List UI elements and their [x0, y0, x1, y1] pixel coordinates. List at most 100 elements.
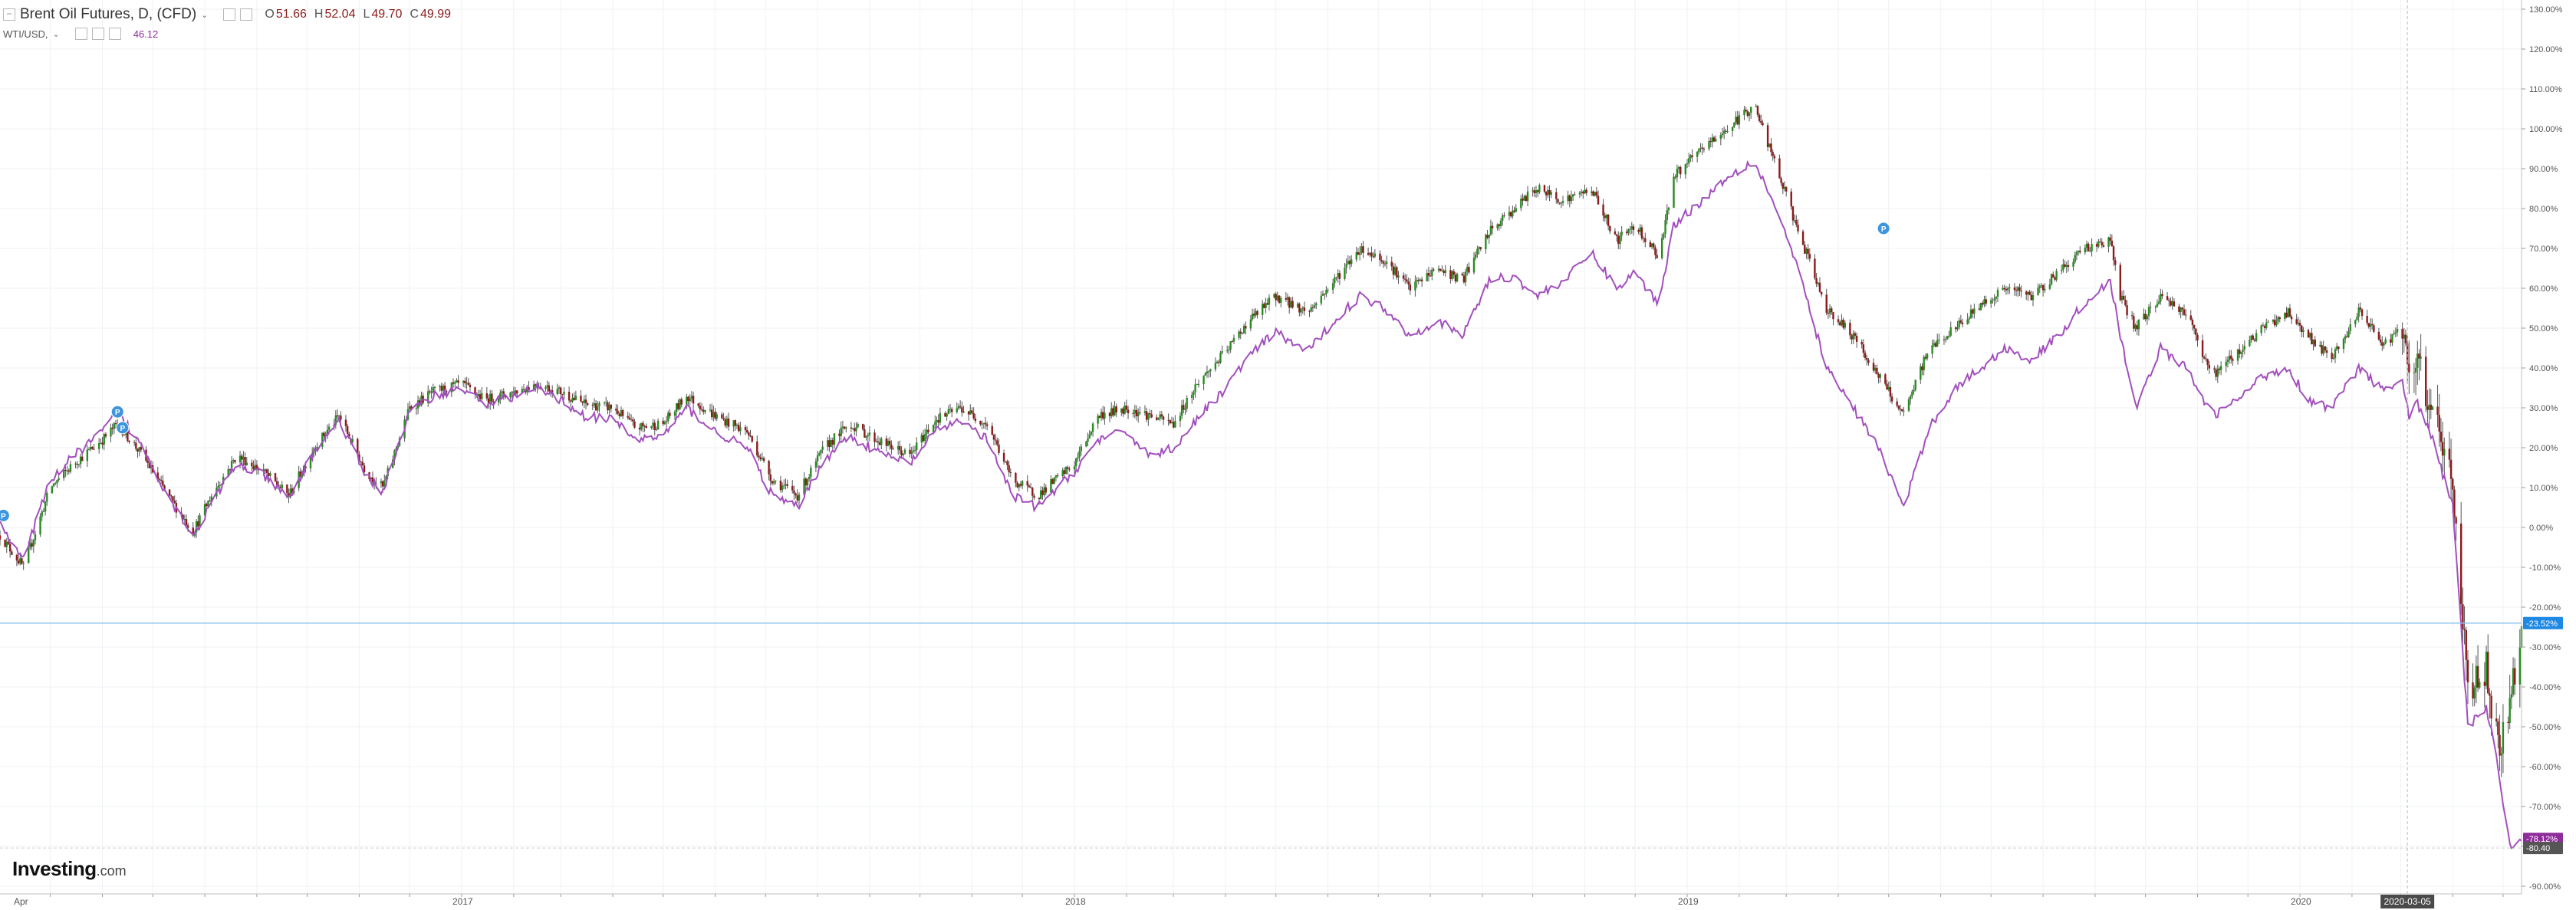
candle-body — [1961, 322, 1964, 324]
chevron-down-icon[interactable]: ⌄ — [201, 10, 209, 20]
candle-body — [1872, 363, 1875, 371]
candle-body — [1496, 224, 1499, 228]
candle-body — [1626, 232, 1628, 234]
candle-body — [1797, 225, 1799, 232]
candle-body — [985, 424, 989, 426]
candle-body — [34, 534, 37, 540]
candle-body — [268, 473, 270, 476]
candle-body — [994, 439, 997, 441]
candle-body — [46, 493, 48, 502]
low-badge: -80.40 — [2526, 844, 2550, 853]
candle-body — [2228, 355, 2231, 360]
candle-body — [1489, 225, 1492, 235]
symbol-title[interactable]: Brent Oil Futures, D, (CFD) — [20, 6, 197, 22]
candle-body — [1160, 414, 1163, 417]
candle-body — [971, 410, 973, 413]
close-icon[interactable] — [240, 8, 253, 21]
candle-body — [1053, 477, 1055, 485]
candle-body — [556, 389, 558, 394]
candle-body — [31, 543, 33, 547]
candle-body — [1266, 303, 1268, 305]
candle-body — [457, 380, 459, 383]
candle-body — [2183, 309, 2186, 315]
candle-body — [2137, 319, 2140, 330]
candle-body — [1433, 269, 1435, 271]
candle-body — [1758, 114, 1761, 121]
candle-body — [1169, 420, 1171, 424]
settings-icon[interactable] — [91, 28, 104, 40]
candle-body — [1969, 309, 1972, 319]
settings-icon[interactable] — [223, 8, 236, 21]
candle-body — [2067, 264, 2070, 268]
candle-body — [1231, 341, 1233, 343]
candle-body — [1139, 412, 1141, 413]
investing-logo[interactable]: Investing.com — [12, 857, 127, 881]
candle-body — [2054, 277, 2056, 280]
candle-body — [1370, 252, 1373, 257]
compare-title[interactable]: WTI/USD, — [3, 28, 48, 40]
hide-icon[interactable] — [74, 28, 87, 40]
candle-body — [2336, 346, 2338, 350]
candle-body — [1033, 495, 1035, 498]
candle-body — [2466, 659, 2469, 683]
candle-body — [1886, 383, 1888, 390]
candle-body — [168, 489, 171, 496]
candle-body — [1756, 106, 1759, 115]
candle-body — [1770, 143, 1772, 153]
candle-body — [1374, 253, 1377, 257]
candle-body — [1261, 304, 1264, 315]
brent-last-badge: -23.52% — [2526, 619, 2558, 629]
y-tick-label: -30.00% — [2529, 643, 2561, 652]
candle-body — [1538, 185, 1541, 192]
chevron-down-icon[interactable]: ⌄ — [52, 29, 60, 39]
candle-body — [2236, 349, 2239, 361]
candle-body — [2502, 721, 2505, 754]
candle-body — [162, 480, 164, 486]
candle-body — [643, 425, 646, 427]
candle-body — [2126, 305, 2128, 316]
candle-body — [1663, 234, 1665, 238]
candle-body — [1676, 169, 1679, 178]
candle-body — [946, 414, 948, 417]
candle-body — [1110, 408, 1113, 416]
candle-body — [1067, 467, 1069, 469]
candle-body — [487, 398, 490, 404]
candle-body — [32, 540, 35, 547]
candle-body — [1808, 254, 1811, 259]
candle-body — [1609, 225, 1611, 232]
candle-body — [1907, 399, 1910, 411]
candle-body — [1351, 259, 1353, 264]
candle-body — [2403, 334, 2405, 339]
candle-body — [443, 385, 446, 392]
candle-body — [1204, 373, 1206, 376]
candle-body — [1143, 411, 1147, 413]
candle-body — [2201, 340, 2204, 357]
candle-body — [1820, 291, 1823, 295]
candle-body — [1043, 487, 1045, 495]
candle-body — [2037, 287, 2039, 295]
candle-body — [725, 419, 729, 426]
y-tick-label: -40.00% — [2529, 683, 2561, 692]
candle-body — [1196, 384, 1199, 386]
candle-body — [1909, 396, 1912, 399]
candle-body — [1522, 199, 1524, 201]
candle-body — [1206, 371, 1209, 374]
candle-body — [2005, 288, 2008, 291]
candle-body — [41, 511, 43, 517]
grid-lines — [0, 0, 2522, 894]
candle-body — [2383, 343, 2385, 346]
candle-body — [56, 480, 58, 484]
candle-body — [850, 427, 853, 429]
candle-body — [491, 393, 493, 402]
close-icon[interactable] — [108, 28, 121, 40]
candle-body — [2170, 301, 2172, 306]
collapse-legend-icon[interactable]: − — [3, 8, 15, 21]
candle-body — [759, 457, 762, 460]
candle-body — [1578, 192, 1581, 195]
candle-body — [709, 409, 712, 411]
candle-body — [1715, 139, 1717, 142]
candle-body — [2027, 291, 2029, 295]
candle-body — [539, 387, 542, 389]
candle-body — [254, 465, 256, 470]
